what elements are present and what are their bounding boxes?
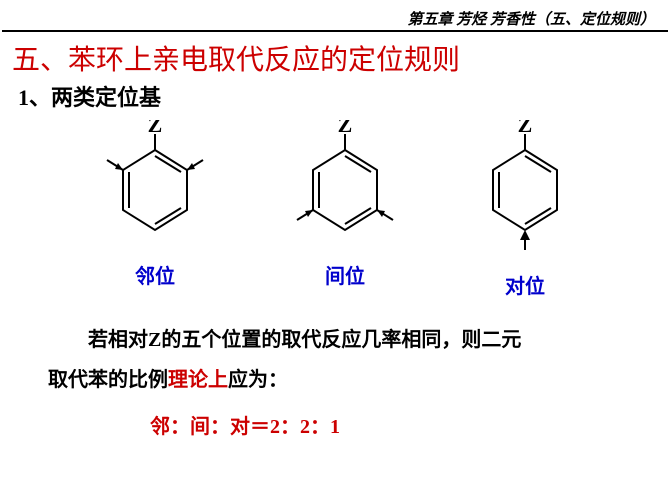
section-subtitle: 1、两类定位基 <box>18 80 161 112</box>
diagram-meta: Z 间位 <box>285 120 405 299</box>
ortho-label: 邻位 <box>135 260 175 289</box>
page-title: 五、苯环上亲电取代反应的定位规则 <box>12 38 460 78</box>
diagram-para: Z 对位 <box>475 120 575 299</box>
ortho-svg: Z <box>95 120 215 250</box>
body-line1: 若相对Z的五个位置的取代反应几率相同，则二元 <box>88 329 521 351</box>
para-svg: Z <box>475 120 575 260</box>
para-label: 对位 <box>505 270 545 299</box>
header-divider <box>2 30 668 32</box>
svg-text:Z: Z <box>518 120 533 137</box>
diagrams-container: Z 邻位 Z 间位 <box>0 120 670 299</box>
chapter-header: 第五章 芳烃 芳香性（五、定位规则） <box>407 8 655 29</box>
meta-label: 间位 <box>325 260 365 289</box>
body-line2a: 取代苯的比例 <box>48 369 168 391</box>
ratio-text: 邻：间：对＝2：2：1 <box>150 410 340 439</box>
meta-svg: Z <box>285 120 405 250</box>
explanation-text: 若相对Z的五个位置的取代反应几率相同，则二元 取代苯的比例理论上应为： <box>48 320 628 400</box>
svg-text:Z: Z <box>338 120 353 137</box>
body-line2c: 应为： <box>228 369 288 391</box>
body-theory-word: 理论上 <box>168 369 228 391</box>
diagram-ortho: Z 邻位 <box>95 120 215 299</box>
svg-text:Z: Z <box>148 120 163 137</box>
